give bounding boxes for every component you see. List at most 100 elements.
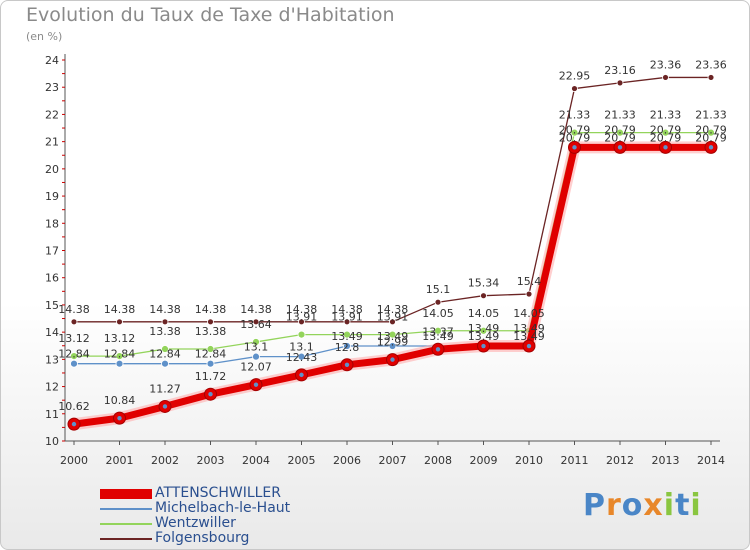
data-point: [388, 330, 397, 339]
data-point-inner: [253, 382, 259, 387]
data-point: [571, 85, 578, 92]
y-tick-label: 21: [45, 136, 59, 149]
data-label: 20.79: [695, 123, 727, 136]
data-point: [343, 318, 351, 326]
legend-swatch: [100, 538, 152, 540]
data-point-inner: [117, 415, 122, 421]
y-tick-label: 22: [45, 108, 59, 121]
data-point: [389, 318, 396, 326]
data-point-inner: [162, 404, 168, 409]
data-label: 20.79: [559, 131, 591, 144]
y-tick-label: 14: [45, 326, 59, 339]
data-label: 20.79: [559, 123, 591, 136]
data-label: 14.05: [422, 307, 454, 320]
data-point: [161, 345, 169, 353]
x-tick-label: 2011: [561, 454, 589, 467]
logo-letter: i: [690, 488, 702, 523]
data-point: [161, 359, 169, 368]
data-label: 15.1: [426, 283, 451, 296]
data-point: [70, 318, 78, 326]
data-point: [297, 352, 306, 361]
data-label: 10.84: [104, 394, 136, 407]
x-tick-label: 2010: [515, 454, 543, 467]
data-label: 14.38: [104, 303, 136, 316]
data-point-inner: [526, 343, 532, 349]
data-label: 12.07: [240, 361, 272, 374]
data-point: [70, 352, 78, 360]
data-point-inner: [572, 145, 577, 150]
legend-label: Folgensbourg: [155, 530, 250, 546]
data-label: 13.91: [331, 311, 363, 324]
data-label: 23.16: [604, 64, 636, 77]
data-point: [161, 318, 169, 326]
data-point: [116, 318, 123, 326]
data-point: [115, 352, 124, 360]
data-label: 13.12: [104, 332, 136, 345]
data-label: 13.49: [468, 330, 500, 343]
y-tick-label: 11: [45, 408, 59, 421]
data-point-inner: [208, 391, 213, 397]
logo-letter: r: [606, 488, 622, 523]
y-tick-label: 20: [45, 163, 59, 176]
data-label: 13.49: [513, 330, 545, 343]
data-label: 12.84: [195, 348, 227, 361]
y-tick-label: 18: [45, 217, 59, 230]
data-label: 12.99: [377, 336, 409, 349]
data-point: [252, 338, 260, 346]
y-tick-label: 17: [45, 245, 59, 258]
x-tick-label: 2001: [106, 454, 134, 467]
chart-subtitle: (en %): [26, 30, 63, 43]
data-label: 23.36: [650, 58, 682, 71]
data-label: 15.4: [517, 275, 542, 288]
data-point: [388, 342, 397, 350]
data-label: 11.72: [195, 370, 227, 383]
y-tick-label: 24: [45, 54, 59, 67]
x-tick-label: 2009: [470, 454, 498, 467]
data-label: 13.38: [195, 325, 227, 338]
logo-letter: i: [663, 488, 676, 523]
data-label: 13.49: [331, 330, 363, 343]
data-label: 23.36: [695, 58, 727, 71]
data-label: 14.38: [331, 303, 363, 316]
data-label: 21.33: [604, 109, 636, 122]
y-tick-label: 12: [45, 381, 59, 394]
data-point-inner: [344, 362, 350, 367]
chart-title: Evolution du Taux de Taxe d'Habitation: [26, 4, 395, 26]
data-label: 13.1: [244, 341, 269, 354]
data-label: 12.43: [286, 351, 318, 364]
y-tick-label: 13: [45, 353, 59, 366]
data-point: [616, 128, 624, 137]
data-point-inner: [71, 421, 77, 427]
data-label: 20.79: [604, 123, 636, 136]
data-label: 14.38: [377, 303, 409, 316]
data-label: 20.79: [604, 131, 636, 144]
x-tick-label: 2002: [151, 454, 179, 467]
y-tick-label: 16: [45, 272, 59, 285]
data-label: 21.33: [650, 109, 682, 122]
data-label: 13.49: [513, 322, 545, 335]
data-point: [252, 318, 260, 326]
data-point: [707, 74, 715, 81]
x-tick-label: 2004: [242, 454, 270, 467]
data-label: 21.33: [559, 109, 591, 122]
data-point: [707, 128, 715, 137]
x-tick-label: 2005: [288, 454, 316, 467]
data-point: [206, 359, 215, 368]
legend-swatch: [100, 523, 152, 525]
data-point: [570, 128, 579, 137]
legend-label: Michelbach-le-Haut: [155, 500, 291, 516]
data-point: [434, 298, 442, 306]
data-point: [661, 128, 670, 137]
x-tick-label: 2003: [197, 454, 225, 467]
data-label: 20.79: [695, 131, 727, 144]
data-label: 12.84: [104, 348, 136, 361]
y-tick-label: 15: [45, 299, 59, 312]
data-point: [206, 345, 215, 353]
data-label: 14.38: [240, 303, 272, 316]
y-tick-label: 10: [45, 435, 59, 448]
data-point-inner: [617, 145, 623, 150]
data-label: 11.27: [149, 382, 181, 395]
data-point: [298, 318, 305, 326]
x-tick-label: 2007: [379, 454, 407, 467]
